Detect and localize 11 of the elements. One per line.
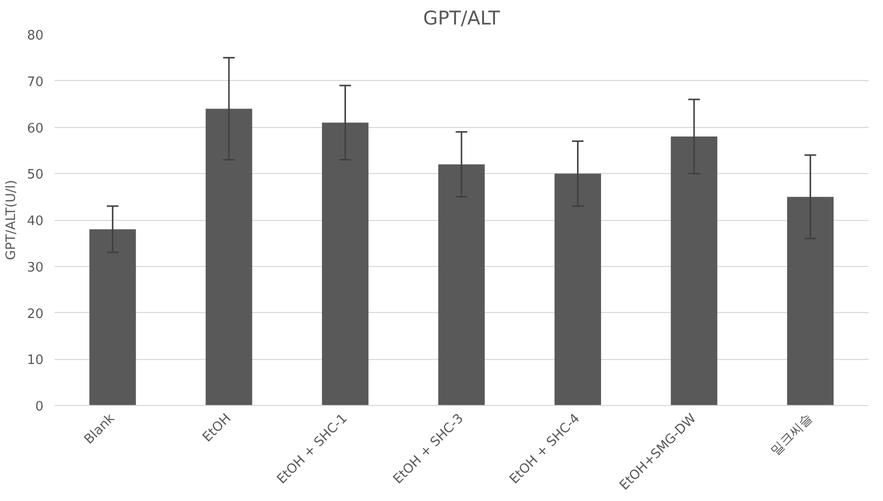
chart-title: GPT/ALT [423,8,500,30]
y-tick-label: 20 [26,306,44,322]
y-tick-label: 40 [26,214,44,229]
y-tick-label: 80 [26,28,44,44]
y-tick-label: 0 [35,400,44,414]
y-axis-title: GPT/ALT(U/l) [4,180,19,260]
y-tick-label: 50 [26,168,44,183]
y-tick-label: 30 [26,260,44,276]
y-tick-label: 70 [26,74,44,90]
y-tick-label: 10 [26,353,44,368]
y-tick-label: 60 [26,121,44,136]
